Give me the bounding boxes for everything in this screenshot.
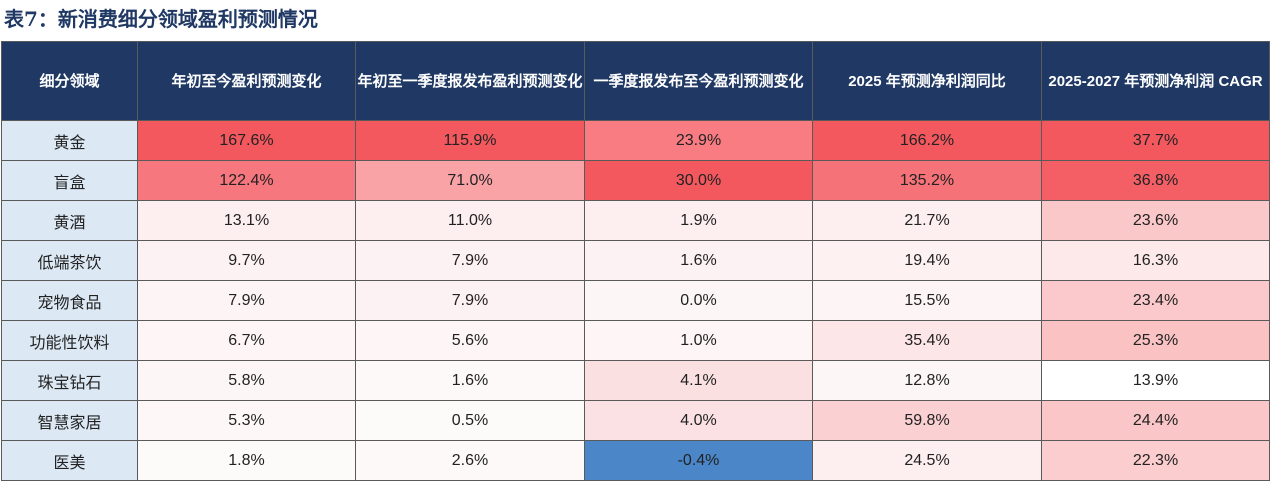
value-cell: 11.0%	[355, 200, 585, 241]
value-cell: 1.9%	[584, 200, 813, 241]
value-cell: 166.2%	[812, 120, 1042, 161]
value-cell: 13.1%	[137, 200, 356, 241]
value-cell: 37.7%	[1041, 120, 1270, 161]
table-row: 珠宝钻石 5.8% 1.6% 4.1% 12.8% 13.9%	[1, 360, 1270, 401]
value-cell: 167.6%	[137, 120, 356, 161]
value-cell: 23.9%	[584, 120, 813, 161]
header-cagr: 2025-2027 年预测净利润 CAGR	[1041, 41, 1270, 121]
value-cell: -0.4%	[584, 440, 813, 481]
value-cell: 7.9%	[355, 240, 585, 281]
value-cell: 30.0%	[584, 160, 813, 201]
header-2025-yoy: 2025 年预测净利润同比	[812, 41, 1042, 121]
row-category: 医美	[1, 440, 138, 481]
profit-forecast-table: 细分领域 年初至今盈利预测变化 年初至一季度报发布盈利预测变化 一季度报发布至今…	[1, 41, 1270, 481]
table-title: 表7：新消费细分领域盈利预测情况	[4, 7, 318, 31]
value-cell: 9.7%	[137, 240, 356, 281]
value-cell: 4.1%	[584, 360, 813, 401]
value-cell: 1.6%	[355, 360, 585, 401]
row-category: 智慧家居	[1, 400, 138, 441]
table-row: 盲盒 122.4% 71.0% 30.0% 135.2% 36.8%	[1, 160, 1270, 201]
table-row: 黄金 167.6% 115.9% 23.9% 166.2% 37.7%	[1, 120, 1270, 161]
row-category: 黄酒	[1, 200, 138, 241]
value-cell: 135.2%	[812, 160, 1042, 201]
value-cell: 12.8%	[812, 360, 1042, 401]
value-cell: 1.8%	[137, 440, 356, 481]
row-category: 宠物食品	[1, 280, 138, 321]
table-row: 医美 1.8% 2.6% -0.4% 24.5% 22.3%	[1, 440, 1270, 481]
value-cell: 5.3%	[137, 400, 356, 441]
table-row: 智慧家居 5.3% 0.5% 4.0% 59.8% 24.4%	[1, 400, 1270, 441]
row-category: 低端茶饮	[1, 240, 138, 281]
header-ytd-to-q1-change: 年初至一季度报发布盈利预测变化	[355, 41, 585, 121]
table-row: 宠物食品 7.9% 7.9% 0.0% 15.5% 23.4%	[1, 280, 1270, 321]
value-cell: 122.4%	[137, 160, 356, 201]
value-cell: 13.9%	[1041, 360, 1270, 401]
value-cell: 36.8%	[1041, 160, 1270, 201]
value-cell: 15.5%	[812, 280, 1042, 321]
value-cell: 24.5%	[812, 440, 1042, 481]
value-cell: 6.7%	[137, 320, 356, 361]
value-cell: 7.9%	[137, 280, 356, 321]
row-category: 功能性饮料	[1, 320, 138, 361]
value-cell: 1.6%	[584, 240, 813, 281]
table-row: 低端茶饮 9.7% 7.9% 1.6% 19.4% 16.3%	[1, 240, 1270, 281]
value-cell: 23.4%	[1041, 280, 1270, 321]
header-row: 细分领域 年初至今盈利预测变化 年初至一季度报发布盈利预测变化 一季度报发布至今…	[1, 41, 1270, 121]
value-cell: 23.6%	[1041, 200, 1270, 241]
value-cell: 5.8%	[137, 360, 356, 401]
value-cell: 5.6%	[355, 320, 585, 361]
value-cell: 59.8%	[812, 400, 1042, 441]
value-cell: 0.0%	[584, 280, 813, 321]
table-header: 细分领域 年初至今盈利预测变化 年初至一季度报发布盈利预测变化 一季度报发布至今…	[1, 41, 1270, 121]
header-q1-to-date-change: 一季度报发布至今盈利预测变化	[584, 41, 813, 121]
table-body: 黄金 167.6% 115.9% 23.9% 166.2% 37.7% 盲盒 122.4% 71…	[1, 120, 1270, 481]
value-cell: 7.9%	[355, 280, 585, 321]
value-cell: 16.3%	[1041, 240, 1270, 281]
value-cell: 21.7%	[812, 200, 1042, 241]
row-category: 盲盒	[1, 160, 138, 201]
value-cell: 35.4%	[812, 320, 1042, 361]
row-category: 珠宝钻石	[1, 360, 138, 401]
value-cell: 24.4%	[1041, 400, 1270, 441]
value-cell: 4.0%	[584, 400, 813, 441]
value-cell: 2.6%	[355, 440, 585, 481]
table-row: 黄酒 13.1% 11.0% 1.9% 21.7% 23.6%	[1, 200, 1270, 241]
value-cell: 25.3%	[1041, 320, 1270, 361]
value-cell: 19.4%	[812, 240, 1042, 281]
value-cell: 22.3%	[1041, 440, 1270, 481]
header-segment: 细分领域	[1, 41, 138, 121]
value-cell: 115.9%	[355, 120, 585, 161]
header-ytd-change: 年初至今盈利预测变化	[137, 41, 356, 121]
table-row: 功能性饮料 6.7% 5.6% 1.0% 35.4% 25.3%	[1, 320, 1270, 361]
row-category: 黄金	[1, 120, 138, 161]
value-cell: 1.0%	[584, 320, 813, 361]
value-cell: 71.0%	[355, 160, 585, 201]
value-cell: 0.5%	[355, 400, 585, 441]
